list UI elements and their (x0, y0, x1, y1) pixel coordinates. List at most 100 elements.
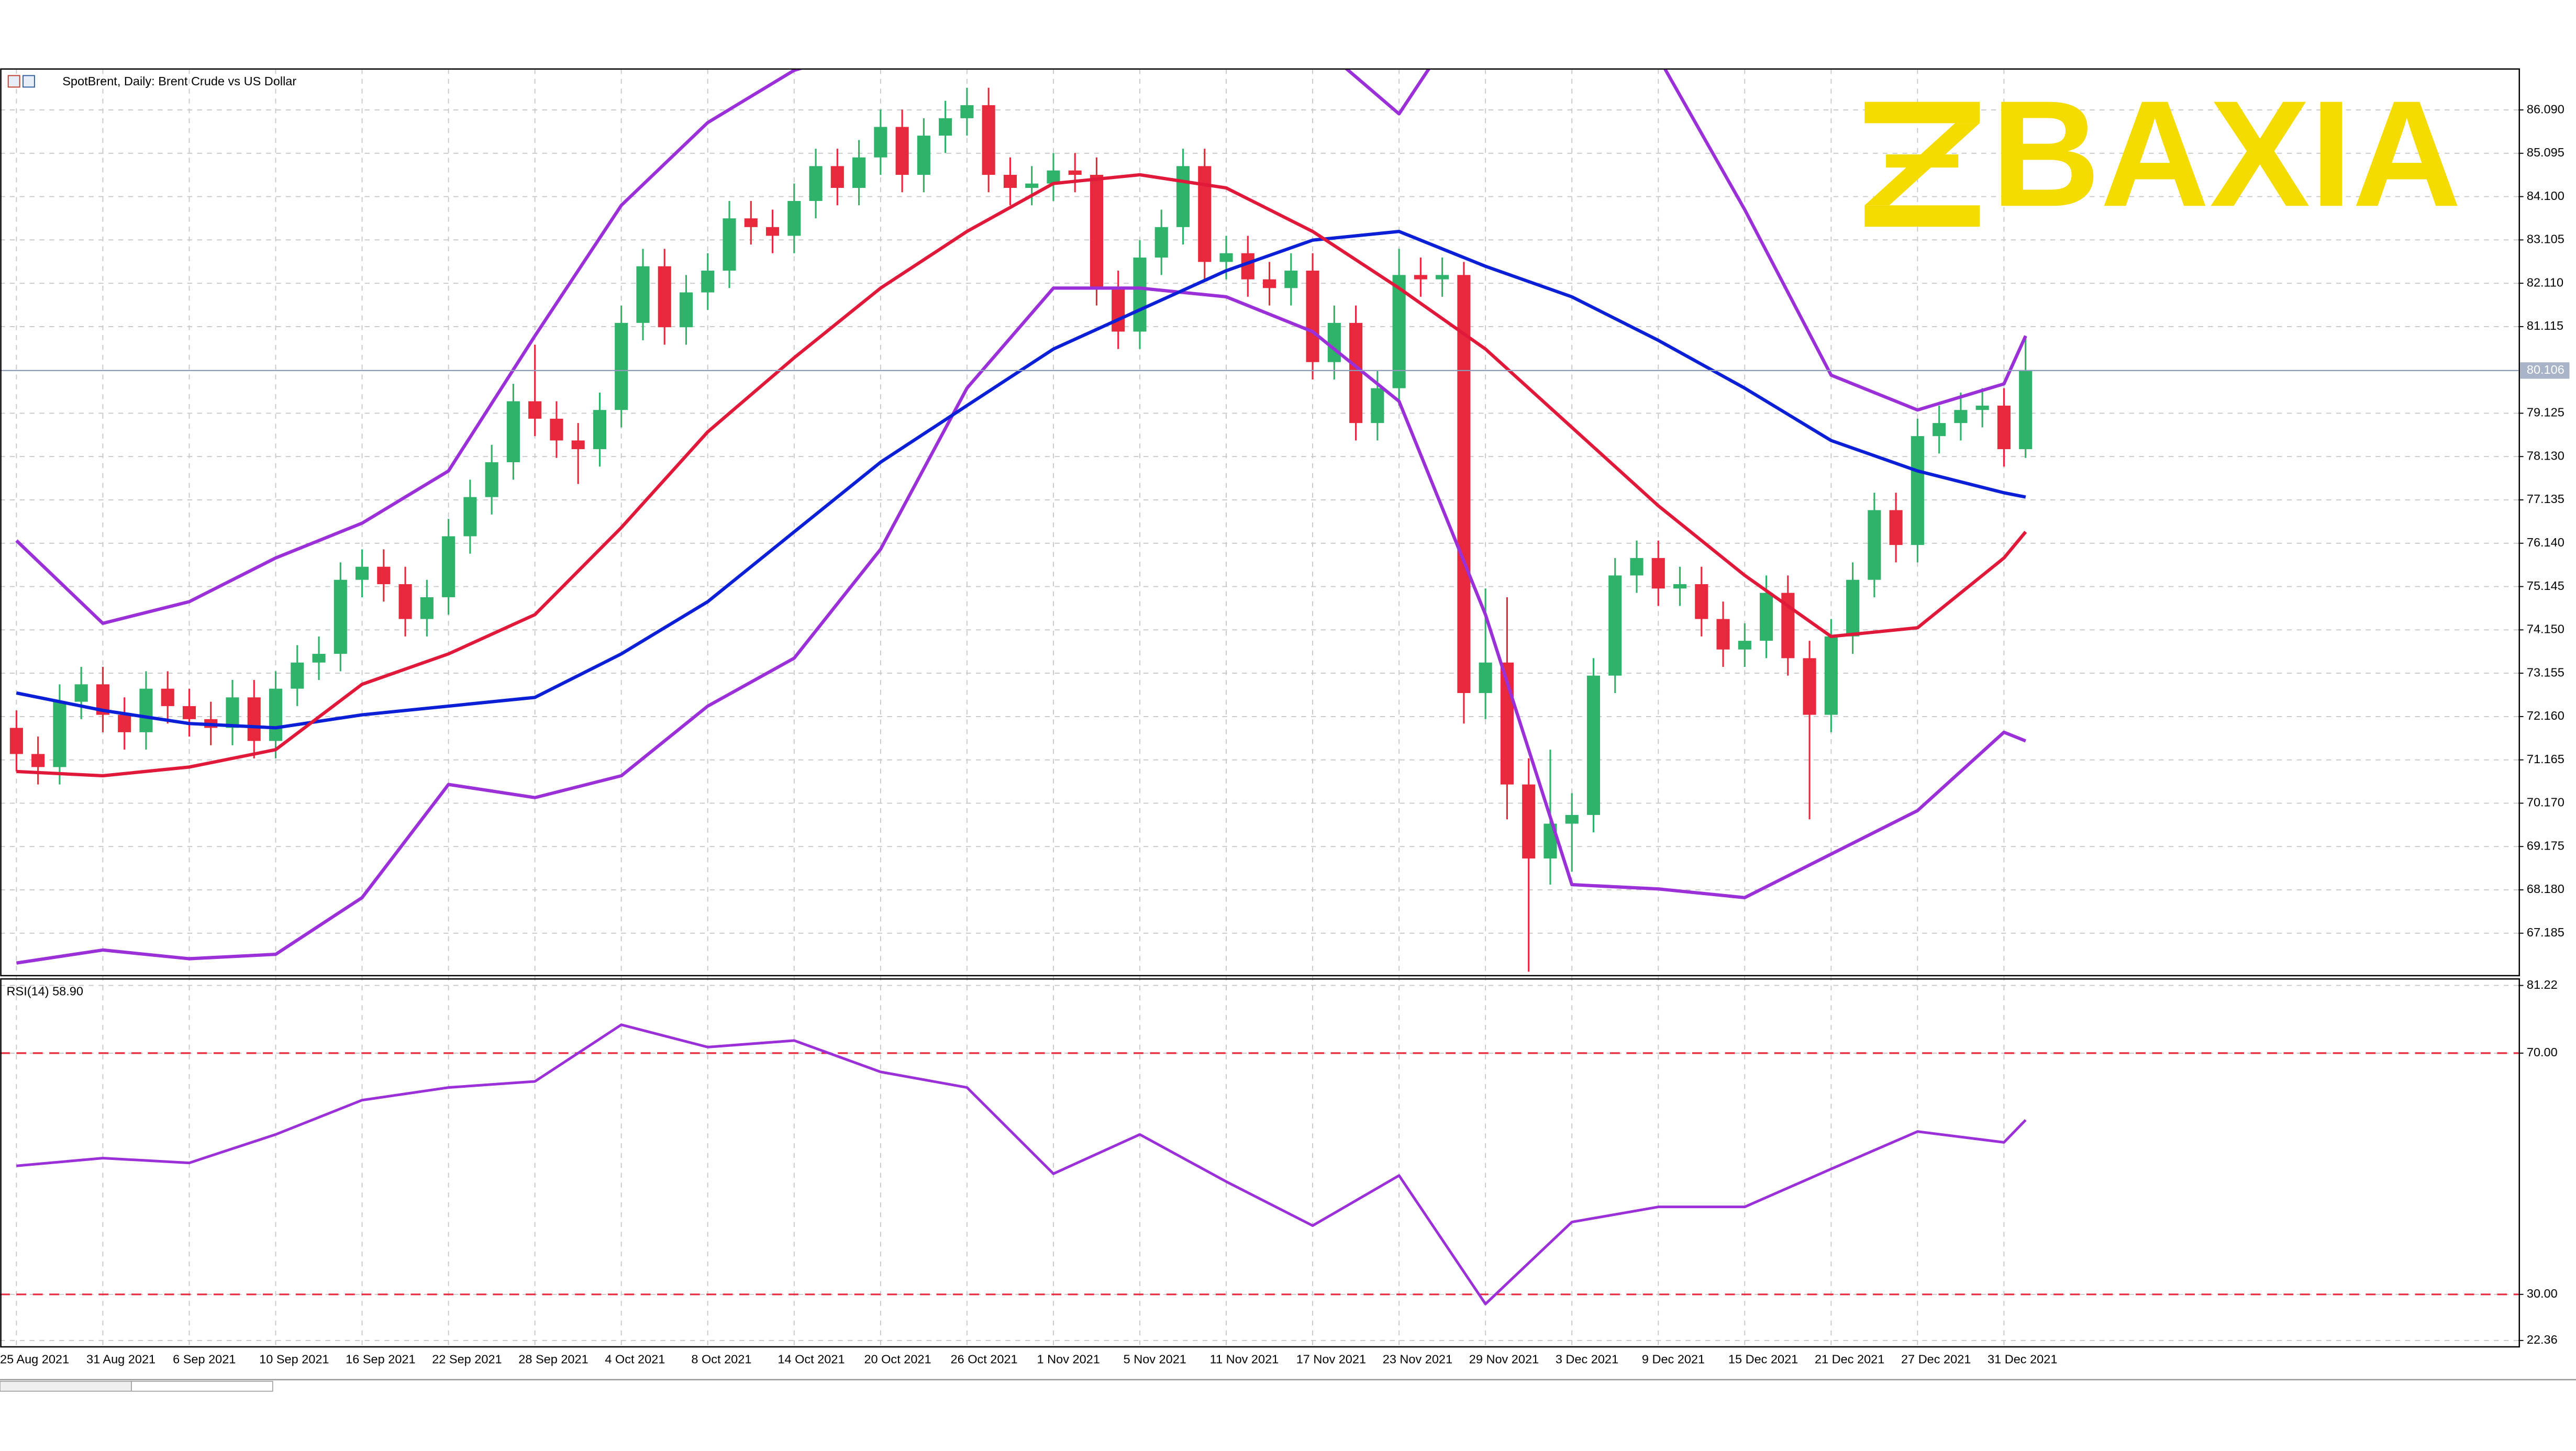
x-tick-label: 28 Sep 2021 (518, 1352, 588, 1366)
candle-body (723, 218, 736, 271)
candle-body (1846, 579, 1860, 637)
candle-body (550, 418, 563, 441)
candle-body (1586, 675, 1601, 815)
candle-body (1327, 322, 1341, 362)
watermark-logo: BAXIA (1864, 70, 2461, 238)
y-tick-label: 69.175 (2527, 839, 2564, 852)
candle-body (1695, 584, 1708, 619)
candle-body (31, 754, 45, 767)
candle-body (269, 688, 283, 741)
candle-body (744, 218, 758, 227)
candle-body (1975, 405, 1989, 410)
candle-body (1025, 183, 1039, 188)
tab[interactable] (131, 1381, 273, 1392)
y-tick-label: 84.100 (2527, 189, 2564, 203)
y-tick-label: 83.105 (2527, 232, 2564, 246)
logo-icon (1864, 102, 1980, 227)
candle-body (939, 118, 952, 136)
candle-body (809, 166, 823, 201)
y-tick-label: 71.165 (2527, 752, 2564, 766)
y-tick-label: 68.180 (2527, 882, 2564, 896)
candle-body (247, 697, 261, 741)
chart-title: SpotBrent, Daily: Brent Crude vs US Doll… (62, 74, 296, 88)
x-tick-label: 25 Aug 2021 (0, 1352, 69, 1366)
candle-body (593, 410, 606, 450)
candle-body (1003, 174, 1017, 188)
candle-body (1803, 658, 1816, 715)
y-tick-label: 72.160 (2527, 709, 2564, 722)
candle-body (1392, 275, 1406, 388)
y-tick-label: 67.185 (2527, 925, 2564, 939)
y-tick-label: 85.095 (2527, 146, 2564, 159)
x-tick-label: 14 Oct 2021 (778, 1352, 845, 1366)
candle-body (1349, 322, 1363, 423)
icon-b (22, 75, 35, 88)
x-tick-label: 21 Dec 2021 (1815, 1352, 1884, 1366)
rsi-panel (0, 1023, 2519, 1305)
x-tick-label: 6 Sep 2021 (173, 1352, 236, 1366)
candle-body (377, 566, 391, 584)
candle-body (852, 157, 866, 188)
candle-body (1738, 641, 1751, 650)
price-panel (0, 69, 2519, 972)
candle-body (1133, 258, 1147, 332)
candle-body (356, 566, 369, 580)
candle-body (917, 136, 930, 175)
logo-text: BAXIA (1991, 70, 2461, 238)
y-tick-label: 75.145 (2527, 579, 2564, 593)
x-tick-label: 31 Dec 2021 (1987, 1352, 2057, 1366)
candle-body (1068, 170, 1082, 175)
y-tick-label: 30.00 (2527, 1287, 2558, 1300)
candle-body (1176, 166, 1190, 227)
current-price-box (2520, 362, 2570, 379)
y-tick-label: 81.22 (2527, 978, 2558, 991)
price-frame (0, 68, 2521, 977)
y-tick-label: 76.140 (2527, 535, 2564, 549)
x-tick-label: 9 Dec 2021 (1642, 1352, 1705, 1366)
x-tick-label: 20 Oct 2021 (864, 1352, 931, 1366)
candle-body (1760, 593, 1773, 641)
candle-body (874, 127, 887, 158)
indicator-line (16, 286, 2027, 965)
candle-body (463, 497, 477, 537)
candle-body (1630, 558, 1644, 576)
y-tick-label: 82.110 (2527, 275, 2563, 289)
candle-body (312, 654, 326, 663)
candle-body (182, 706, 196, 719)
y-tick-label: 22.36 (2527, 1333, 2558, 1346)
candle-body (1565, 814, 1579, 824)
x-tick-label: 15 Dec 2021 (1728, 1352, 1798, 1366)
candle-body (679, 292, 693, 328)
tab[interactable] (0, 1381, 132, 1392)
y-tick-label: 78.130 (2527, 449, 2564, 462)
x-tick-label: 4 Oct 2021 (605, 1352, 665, 1366)
candle-body (74, 684, 88, 702)
candle-body (787, 200, 801, 236)
x-tick-label: 22 Sep 2021 (432, 1352, 502, 1366)
candle-body (1414, 275, 1427, 280)
candle-body (1522, 784, 1536, 859)
candle-body (1090, 174, 1104, 288)
indicator-line (15, 69, 2027, 625)
y-tick-label: 70.00 (2527, 1045, 2558, 1059)
candle-body (1154, 227, 1168, 258)
candle-body (765, 227, 780, 236)
candle-body (1219, 253, 1233, 262)
current-price-label: 80.106 (2527, 363, 2564, 376)
x-tick-label: 27 Dec 2021 (1901, 1352, 1971, 1366)
candle-body (1198, 166, 1212, 262)
x-tick-label: 26 Oct 2021 (951, 1352, 1018, 1366)
candle-body (291, 662, 304, 689)
candle-body (1047, 170, 1060, 184)
candle-body (161, 688, 174, 706)
y-tick-label: 81.115 (2527, 319, 2563, 332)
x-tick-label: 31 Aug 2021 (86, 1352, 156, 1366)
candle-body (53, 701, 66, 767)
candle-body (615, 322, 628, 410)
candle-body (1262, 279, 1276, 288)
candle-body (1306, 271, 1319, 362)
candle-body (528, 401, 542, 419)
candle-body (226, 697, 239, 728)
candle-body (485, 462, 498, 497)
x-tick-label: 29 Nov 2021 (1469, 1352, 1539, 1366)
